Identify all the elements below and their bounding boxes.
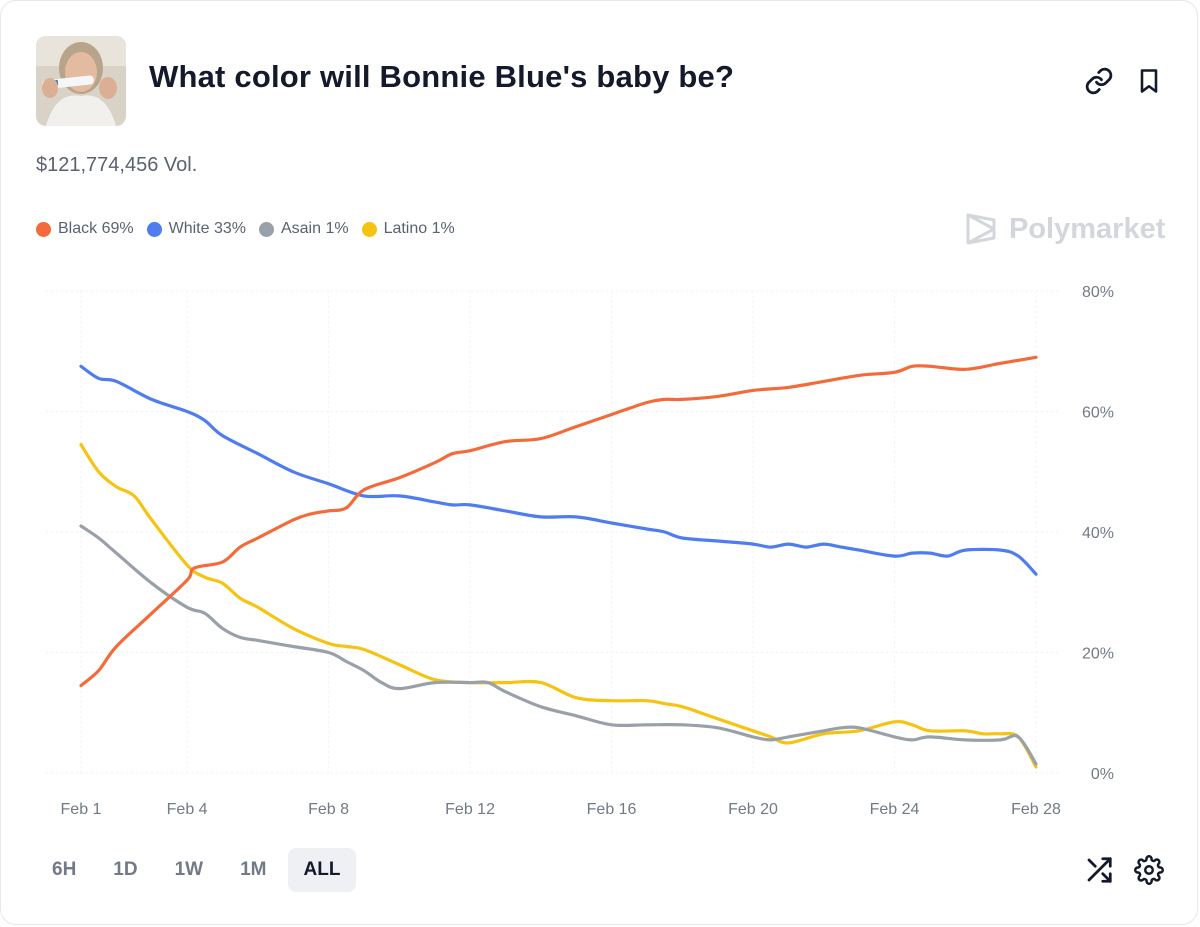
brand-name: Polymarket — [1009, 212, 1166, 245]
x-tick-label: Feb 20 — [728, 801, 778, 818]
x-tick-label: Feb 16 — [587, 801, 637, 818]
polymarket-logo-icon — [966, 213, 996, 245]
x-tick-label: Feb 4 — [167, 801, 208, 818]
x-tick-label: Feb 28 — [1011, 801, 1061, 818]
x-tick-label: Feb 8 — [308, 801, 349, 818]
tab-1m[interactable]: 1M — [240, 859, 267, 880]
link-icon[interactable] — [1083, 65, 1115, 97]
series-line-black — [79, 355, 1038, 688]
polymarket-brand: Polymarket — [965, 211, 1165, 247]
market-thumbnail-image — [36, 36, 126, 126]
legend-dot-latino — [361, 221, 377, 237]
tab-1d[interactable]: 1D — [113, 859, 138, 880]
legend-label-latino: Latino 1% — [383, 220, 455, 237]
price-history-chart: 0% 20% 40% 60% 80% Feb 1 Feb 4 Feb 8 Feb 12 Feb 1… — [46, 284, 1114, 818]
series-line-latino — [79, 443, 1038, 769]
legend-dot-white — [146, 221, 162, 237]
legend-item-latino: Latino 1% — [361, 220, 455, 238]
tab-1w[interactable]: 1W — [174, 859, 204, 880]
y-tick-label: 0% — [1091, 766, 1114, 783]
legend-label-white: White 33% — [168, 220, 246, 237]
shuffle-icon[interactable] — [1083, 854, 1115, 886]
legend-label-black: Black 69% — [58, 220, 134, 237]
chart-legend: Black 69% White 33% Asain 1% Latino 1% — [36, 220, 468, 238]
tab-all[interactable]: ALL — [287, 848, 357, 892]
legend-item-white: White 33% — [146, 220, 246, 238]
gear-icon[interactable] — [1133, 854, 1165, 886]
x-tick-label: Feb 12 — [445, 801, 495, 818]
x-tick-label: Feb 24 — [870, 801, 920, 818]
legend-dot-black — [36, 221, 51, 237]
market-title: What color will Bonnie Blue's baby be? — [149, 59, 735, 94]
bookmark-icon[interactable] — [1133, 65, 1165, 97]
y-tick-label: 80% — [1082, 284, 1114, 301]
y-tick-label: 20% — [1082, 646, 1114, 663]
legend-label-asain: Asain 1% — [280, 220, 349, 237]
market-thumbnail — [36, 36, 126, 126]
tab-6h[interactable]: 6H — [52, 859, 77, 880]
legend-item-black: Black 69% — [36, 220, 134, 238]
volume-label: $121,774,456 Vol. — [36, 154, 198, 176]
y-tick-label: 40% — [1082, 525, 1114, 542]
timeframe-tabs: 6H 1D 1W 1M ALL — [36, 848, 361, 892]
legend-item-asain: Asain 1% — [258, 220, 349, 238]
legend-dot-asain — [258, 221, 274, 237]
y-tick-label: 60% — [1082, 405, 1114, 422]
series-line-white — [79, 364, 1038, 576]
series-line-asain — [79, 524, 1038, 766]
x-tick-label: Feb 1 — [61, 801, 102, 818]
